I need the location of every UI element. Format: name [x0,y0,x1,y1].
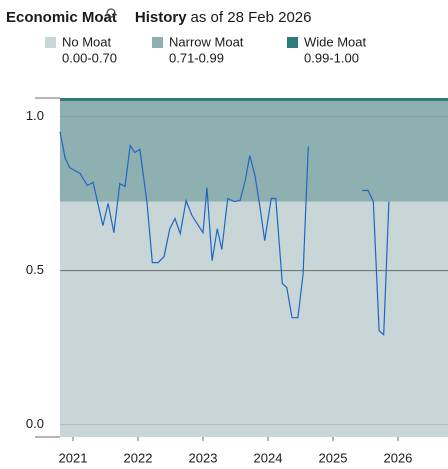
legend-label: Wide Moat [304,34,367,49]
info-icon[interactable] [105,8,116,20]
title-suffix: History [135,9,187,26]
legend-swatch [287,37,298,48]
x-tick-label: 2022 [124,450,153,465]
legend-range: 0.99-1.00 [304,50,359,65]
band [60,201,448,437]
y-tick-label: 0.5 [26,262,44,277]
chart-title: Economic Moat History as of 28 Feb 2026 [6,9,311,26]
y-tick-label: 1.0 [26,108,44,123]
legend-range: 0.00-0.70 [62,50,117,65]
legend-range: 0.71-0.99 [169,50,224,65]
x-tick-label: 2025 [319,450,348,465]
data-line [362,189,390,336]
x-tick-label: 2021 [59,450,88,465]
x-tick-label: 2026 [383,450,412,465]
legend-label: No Moat [62,34,112,49]
band [60,98,448,102]
x-tick-label: 2024 [254,450,283,465]
legend-swatch [152,37,163,48]
subtitle: as of 28 Feb 2026 [191,9,312,26]
legend-label: Narrow Moat [169,34,244,49]
x-tick-label: 2023 [189,450,218,465]
data-line [59,131,309,319]
legend-swatch [45,37,56,48]
y-tick-label: 0.0 [26,416,44,431]
title-main: Economic Moat [6,9,117,26]
